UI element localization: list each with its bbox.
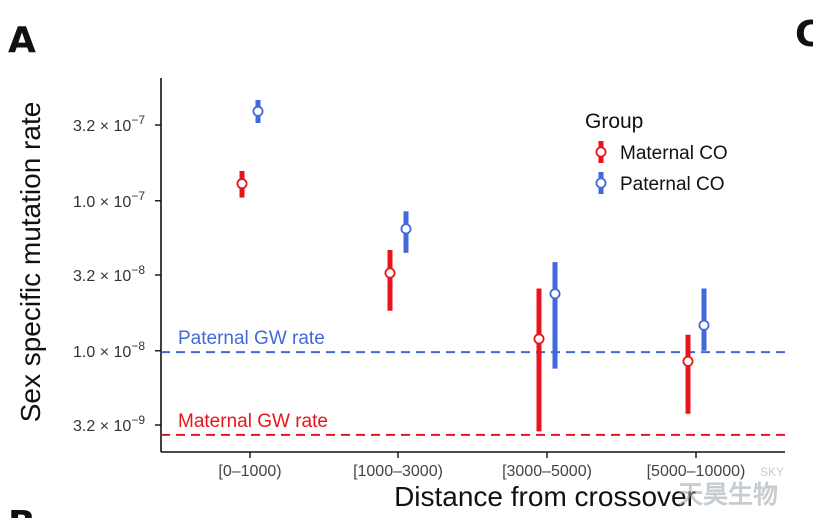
legend-title: Group bbox=[585, 110, 643, 133]
legend-label: Paternal CO bbox=[620, 174, 725, 195]
legend: Maternal CO Paternal CO bbox=[595, 141, 728, 195]
x-tick-label: [3000–5000) bbox=[502, 463, 592, 480]
data-point bbox=[400, 223, 412, 235]
watermark-logo-text: 天昊生物 bbox=[678, 481, 778, 509]
y-axis-title: Sex specific mutation rate bbox=[15, 102, 46, 423]
panel-letter-b: B bbox=[8, 504, 35, 518]
y-tick-label: 3.2 × 10−8 bbox=[73, 263, 145, 285]
y-tick-label: 3.2 × 10−9 bbox=[73, 413, 145, 435]
legend-key-point bbox=[595, 146, 607, 158]
legend-label: Maternal CO bbox=[620, 143, 728, 164]
reference-line-label: Paternal GW rate bbox=[178, 328, 325, 349]
data-point bbox=[236, 178, 248, 190]
data-point bbox=[682, 355, 694, 367]
x-axis-title: Distance from crossover bbox=[394, 481, 696, 512]
data-point bbox=[533, 333, 545, 345]
plot-area: 3.2 × 10−9 1.0 × 10−8 3.2 × 10−8 1.0 × 10−7… bbox=[73, 78, 785, 480]
legend-key-point bbox=[595, 177, 607, 189]
x-tick-label: [1000–3000) bbox=[353, 463, 443, 480]
x-tick-label: [0–1000) bbox=[218, 463, 281, 480]
y-tick-label: 3.2 × 10−7 bbox=[73, 113, 145, 135]
data-point bbox=[384, 267, 396, 279]
data-point bbox=[549, 288, 561, 300]
watermark-small-text: SKY bbox=[760, 465, 784, 479]
y-tick-label: 1.0 × 10−7 bbox=[73, 189, 145, 211]
y-tick-label: 1.0 × 10−8 bbox=[73, 339, 145, 361]
panel-letter-a: A bbox=[8, 20, 36, 61]
reference-line-label: Maternal GW rate bbox=[178, 411, 328, 432]
data-point bbox=[698, 319, 710, 331]
data-point bbox=[252, 105, 264, 117]
panel-letter-c: C bbox=[795, 14, 813, 55]
x-tick-label: [5000–10000) bbox=[647, 463, 746, 480]
